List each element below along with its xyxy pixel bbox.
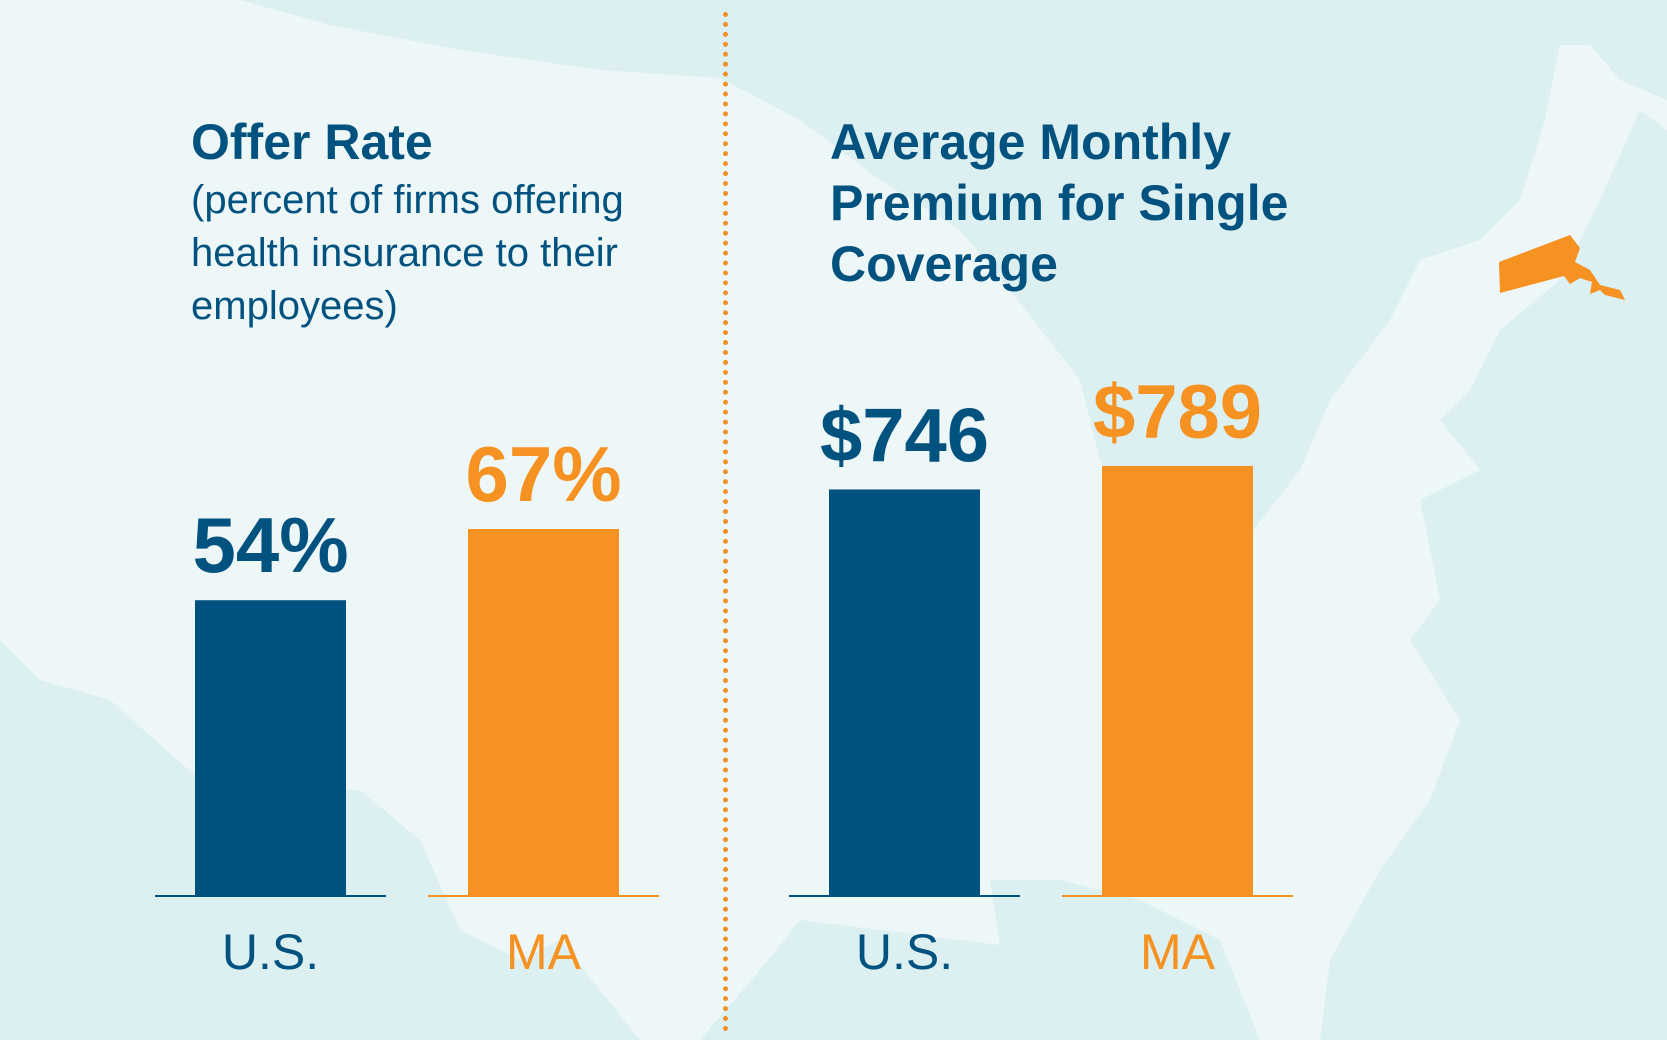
bar-ma (468, 529, 619, 896)
title-line: Average Monthly (830, 114, 1232, 170)
category-label: MA (1140, 924, 1216, 980)
premium-title: Average Monthly Premium for Single Cover… (830, 112, 1288, 295)
title-line: Coverage (830, 236, 1058, 292)
value-label: 54% (192, 501, 348, 589)
value-label: $789 (1093, 370, 1262, 455)
massachusetts-icon (1499, 235, 1625, 300)
offer-rate-subtitle: (percent of firms offering health insura… (191, 174, 624, 333)
value-label: $746 (820, 393, 989, 478)
bar-us (195, 600, 346, 896)
chart-divider (723, 12, 728, 1032)
subtitle-line: employees) (191, 284, 398, 328)
category-label: U.S. (856, 924, 953, 980)
title-line: Premium for Single (830, 175, 1289, 231)
bar-ma (1102, 466, 1253, 896)
category-label: U.S. (222, 924, 319, 980)
value-label: 67% (465, 430, 621, 518)
subtitle-line: health insurance to their (191, 231, 618, 275)
category-label: MA (506, 924, 582, 980)
map-region-east (1320, 110, 1667, 1040)
map-region-north (240, 0, 1667, 560)
subtitle-line: (percent of firms offering (191, 178, 624, 222)
map-region-south (700, 880, 1260, 1040)
offer-rate-title: Offer Rate (191, 114, 433, 170)
bar-us (829, 489, 980, 896)
